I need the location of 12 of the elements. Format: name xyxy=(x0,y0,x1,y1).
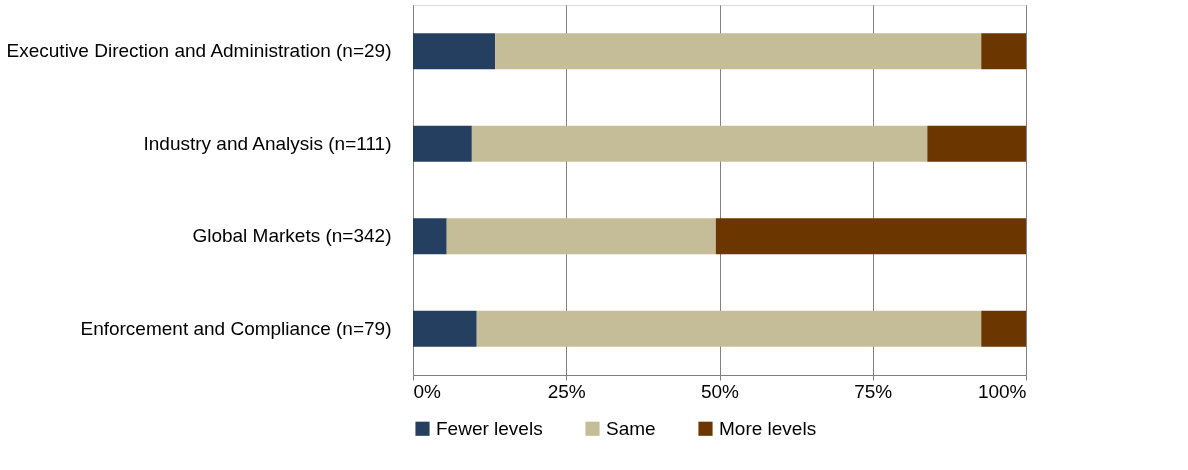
legend-label: Same xyxy=(606,417,656,439)
y-tick-label: Enforcement and Compliance (n=79) xyxy=(80,317,392,339)
y-tick-label: Executive Direction and Administration (n=29) xyxy=(6,40,392,62)
x-tick-label: 25% xyxy=(547,380,586,402)
legend-label: Fewer levels xyxy=(436,417,543,439)
x-tick-label: 100% xyxy=(977,380,1027,402)
x-tick-label: 50% xyxy=(700,380,740,402)
legend-label: More levels xyxy=(719,417,817,439)
x-tick-label: 75% xyxy=(854,380,893,402)
y-tick-label: Global Markets (n=342) xyxy=(192,225,392,247)
y-tick-label: Industry and Analysis (n=111) xyxy=(143,132,392,154)
x-tick-label: 0% xyxy=(413,380,442,402)
